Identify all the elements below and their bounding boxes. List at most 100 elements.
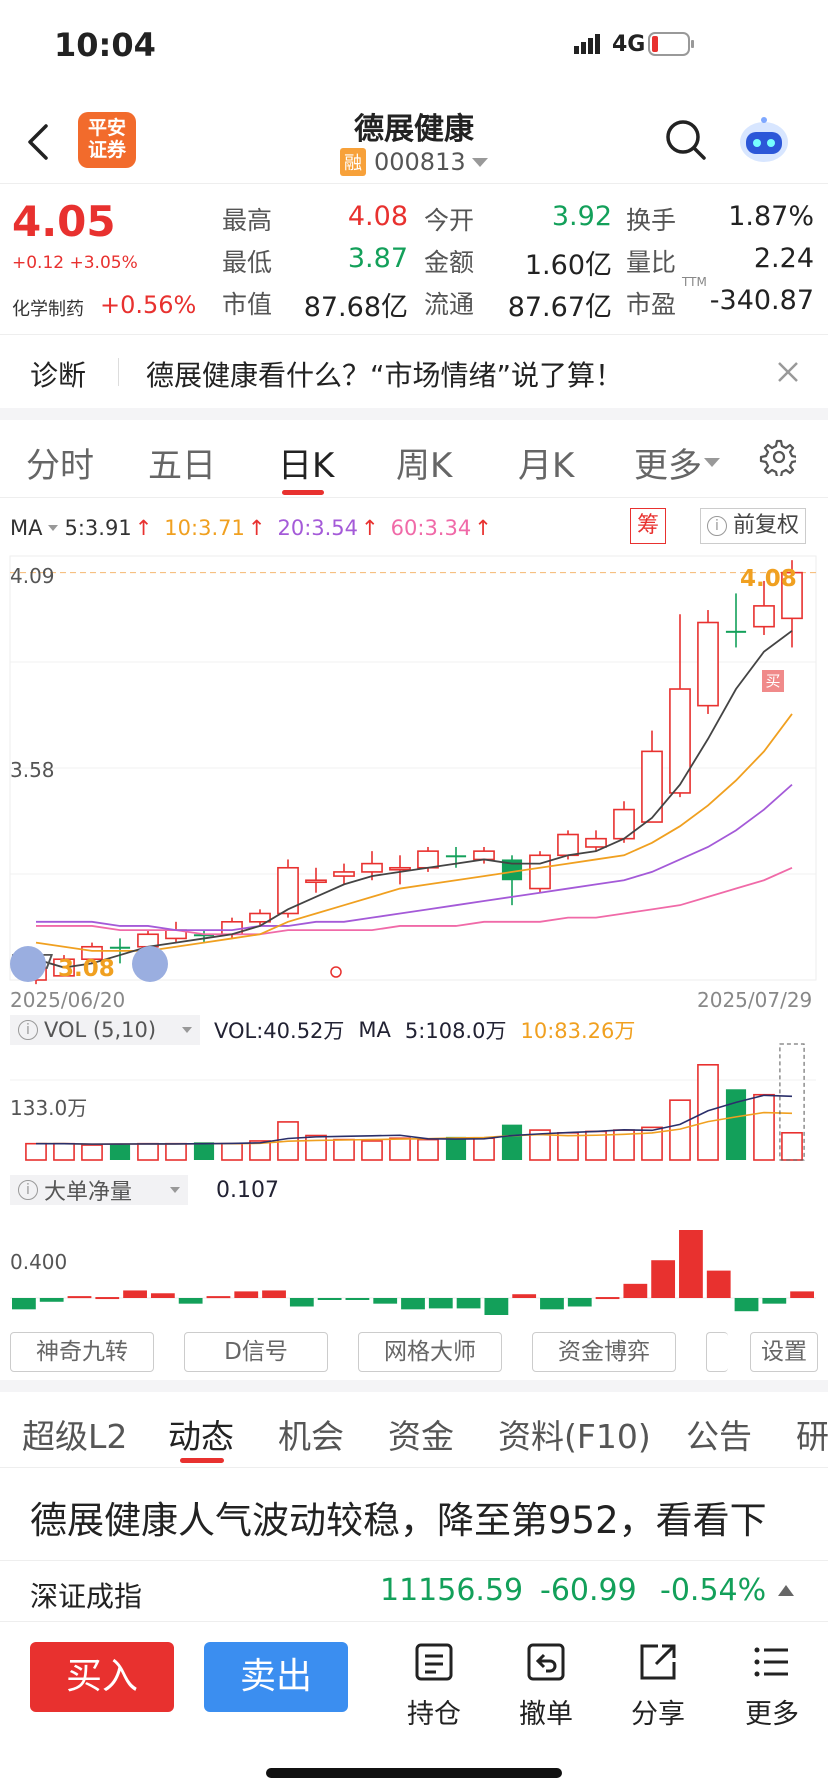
quote-field-label: 量比 <box>626 248 677 277</box>
volume-bar <box>165 1142 187 1161</box>
positions-button[interactable]: 持仓 <box>394 1642 474 1731</box>
vol-ma10-value: 10:83.26万 <box>520 1019 636 1043</box>
tab-daily-k[interactable]: 日K <box>278 446 335 486</box>
back-icon[interactable] <box>22 122 58 162</box>
index-ticker[interactable]: 深证成指 11156.59 -60.99 -0.54% <box>0 1560 828 1622</box>
share-icon <box>640 1644 676 1680</box>
buy-button[interactable]: 买入 <box>30 1642 174 1712</box>
bignet-bar <box>234 1291 259 1298</box>
ma20-line <box>36 783 793 932</box>
chevron-down-icon <box>471 157 488 167</box>
arrow-up-icon: ↑ <box>247 516 266 540</box>
bignet-bar <box>206 1296 231 1299</box>
candle-body <box>557 833 579 857</box>
vol-ma-label: MA <box>358 1018 391 1042</box>
stock-code-row[interactable]: 融 000813 <box>340 148 488 176</box>
ma60-line <box>36 866 793 936</box>
bignet-bar <box>512 1294 537 1298</box>
cancel-order-button[interactable]: 撤单 <box>506 1642 586 1731</box>
buy-signal-marker[interactable]: 买 <box>762 670 784 692</box>
network-label: 4G <box>612 32 646 57</box>
tab-five-day[interactable]: 五日 <box>148 446 216 486</box>
share-button[interactable]: 分享 <box>618 1642 698 1731</box>
tab-more[interactable]: 更多 <box>634 446 702 486</box>
caret-up-icon[interactable] <box>778 1585 794 1596</box>
broker-logo[interactable]: 平安 证券 <box>78 112 136 168</box>
tab-research[interactable]: 研 <box>796 1417 828 1456</box>
indicator-tools: 神奇九转 D信号 网格大师 资金博弈 设置 <box>0 1326 828 1376</box>
expand-icon[interactable] <box>10 946 46 982</box>
candle-body <box>725 630 747 633</box>
close-icon[interactable] <box>776 360 800 388</box>
quote-field-value: 1.60亿 <box>524 250 612 281</box>
home-indicator <box>266 1768 562 1778</box>
bignet-bar <box>679 1230 703 1298</box>
fullscreen-icon[interactable] <box>132 946 168 982</box>
sell-button[interactable]: 卖出 <box>204 1642 348 1712</box>
bignet-bar <box>734 1298 759 1312</box>
tab-opportunity[interactable]: 机会 <box>278 1417 344 1456</box>
vol-ma5-value: 5:108.0万 <box>404 1019 507 1043</box>
tab-announcement[interactable]: 公告 <box>686 1417 752 1456</box>
status-bar: 10:04 4G <box>0 0 828 100</box>
robot-assistant-icon[interactable] <box>736 114 792 170</box>
tab-intraday[interactable]: 分时 <box>26 446 94 486</box>
bignet-bar <box>623 1283 648 1298</box>
tool-d-signal[interactable]: D信号 <box>184 1332 328 1372</box>
tab-super-l2[interactable]: 超级L2 <box>22 1417 128 1456</box>
kline-chart-svg[interactable] <box>0 498 828 1338</box>
tab-monthly-k[interactable]: 月K <box>518 446 575 486</box>
more-button[interactable]: 更多 <box>732 1642 812 1731</box>
tab-capital[interactable]: 资金 <box>388 1417 454 1456</box>
news-item[interactable]: 德展健康人气波动较稳，降至第952，看看下 <box>0 1468 828 1560</box>
tab-weekly-k[interactable]: 周K <box>396 446 453 486</box>
kline-chart-area[interactable]: MA 5:3.91 ↑ 10:3.71 ↑ 20:3.54 ↑ 60:3.34 ↑ 筹 … <box>0 498 828 1338</box>
bignet-bar <box>651 1260 676 1298</box>
candle-body <box>641 750 663 823</box>
caret-down-icon <box>704 458 720 467</box>
tool-grid-master[interactable]: 网格大师 <box>358 1332 502 1372</box>
active-tab-indicator <box>180 1458 224 1463</box>
sector-change: +0.56% <box>100 291 197 319</box>
chip-distribution-button[interactable]: 筹 <box>630 508 666 544</box>
event-marker-icon <box>330 966 342 978</box>
stock-name: 德展健康 <box>354 112 474 147</box>
quote-field-value: 87.68亿 <box>303 292 408 323</box>
ma-label[interactable]: MA <box>10 516 43 540</box>
tab-f10[interactable]: 资料(F10) <box>498 1417 651 1456</box>
vol-ma5-line <box>36 1094 793 1145</box>
bignet-value: 0.107 <box>216 1177 279 1203</box>
search-icon[interactable] <box>664 118 708 166</box>
ma60-value: 60:3.34 <box>390 516 472 540</box>
bignet-indicator-select[interactable]: i 大单净量 <box>10 1175 188 1205</box>
ma5-value: 5:3.91 <box>64 516 132 540</box>
candle-body <box>669 688 691 794</box>
bignet-bar <box>150 1293 175 1298</box>
diagnosis-banner[interactable]: 诊断 德展健康看什么？“市场情绪”说了算！ <box>0 336 828 408</box>
logo-text-1: 平安 <box>87 117 126 139</box>
caret-down-icon <box>170 1187 180 1193</box>
quote-field-label: 今开 <box>424 206 475 235</box>
adjust-button[interactable]: i 前复权 <box>700 508 807 544</box>
date-start-label: 2025/06/20 <box>10 988 126 1012</box>
bottom-action-bar: 买入 卖出 持仓 撤单 分享 更多 <box>0 1622 828 1792</box>
arrow-up-icon: ↑ <box>134 516 153 540</box>
section-gap <box>0 408 828 420</box>
volume-bar <box>417 1138 439 1161</box>
tool-partial[interactable] <box>706 1332 728 1372</box>
gear-icon[interactable] <box>758 438 799 480</box>
vol-indicator-select[interactable]: i VOL (5,10) <box>10 1015 200 1045</box>
tab-news-feed[interactable]: 动态 <box>168 1417 234 1456</box>
quote-field-label: 最高 <box>222 206 273 235</box>
tool-nine-turn[interactable]: 神奇九转 <box>10 1332 154 1372</box>
tool-settings[interactable]: 设置 <box>750 1332 818 1372</box>
volume-bar <box>305 1134 327 1161</box>
sector-name[interactable]: 化学制药 <box>12 299 84 320</box>
bignet-bar <box>456 1298 481 1309</box>
volume-bar <box>249 1140 271 1161</box>
candle-body <box>333 871 355 877</box>
status-time: 10:04 <box>54 26 156 64</box>
tool-capital-game[interactable]: 资金博弈 <box>532 1332 676 1372</box>
vol-legend: i VOL (5,10) VOL:40.52万 MA 5:108.0万 10:8… <box>10 1014 635 1046</box>
stock-code: 000813 <box>374 148 466 176</box>
